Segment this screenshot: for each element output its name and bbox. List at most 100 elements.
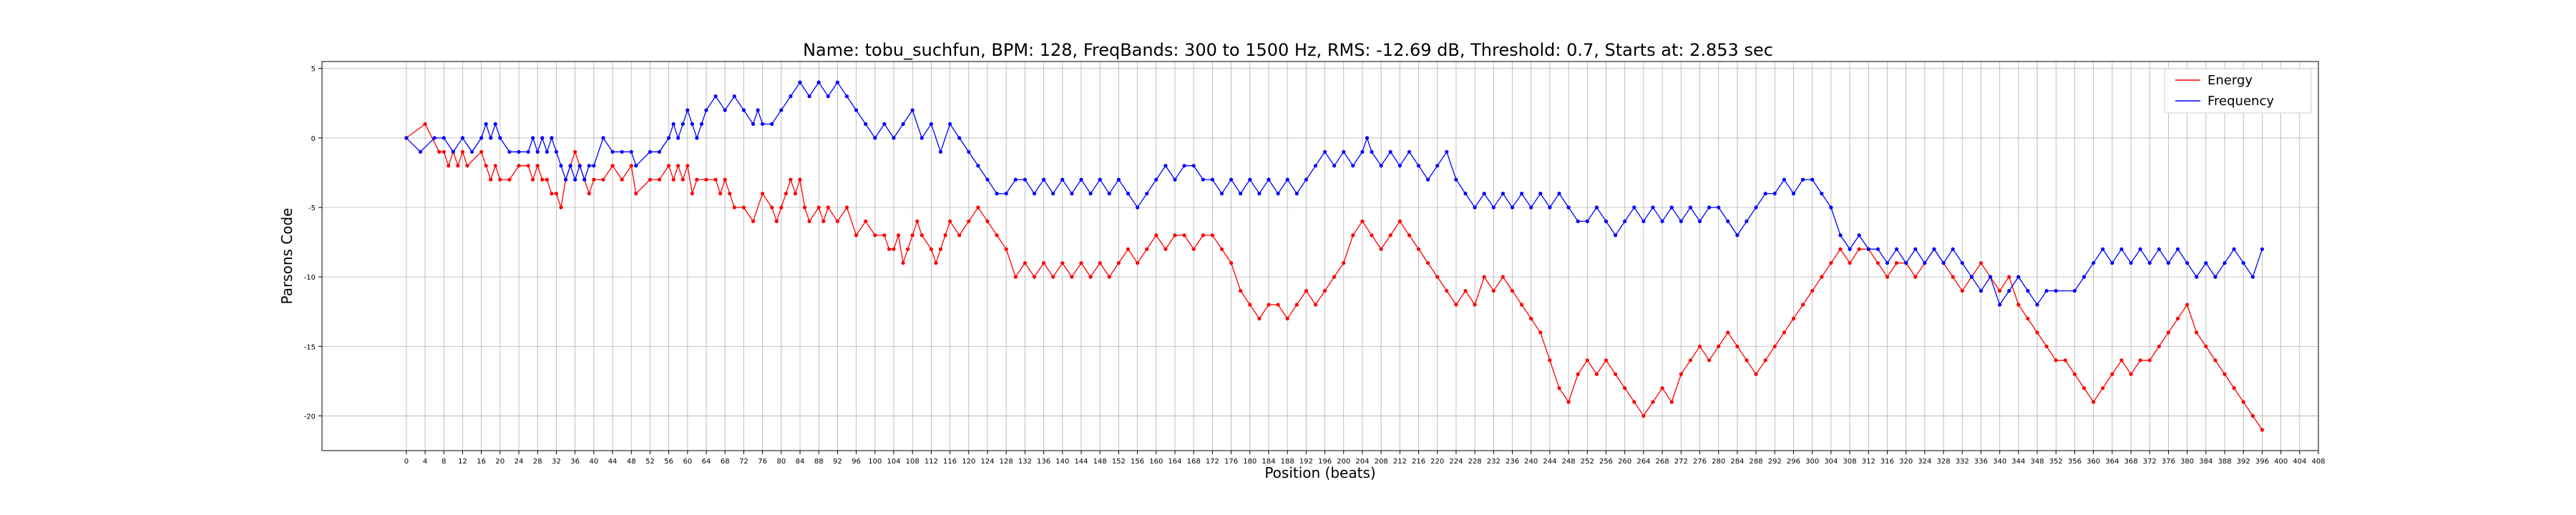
x-tick-label: 384 xyxy=(2199,458,2212,466)
data-point-energy xyxy=(835,219,839,223)
data-point-energy xyxy=(761,192,765,196)
data-point-frequency xyxy=(1707,205,1712,210)
data-point-energy xyxy=(1623,386,1627,391)
data-point-energy xyxy=(798,177,802,182)
x-tick-label: 300 xyxy=(1805,458,1819,466)
data-point-energy xyxy=(437,149,441,154)
data-point-energy xyxy=(1501,275,1505,279)
x-tick-label: 92 xyxy=(833,458,842,466)
data-point-energy xyxy=(1248,303,1252,307)
data-point-energy xyxy=(2213,358,2218,363)
x-tick-label: 312 xyxy=(1862,458,1875,466)
data-point-frequency xyxy=(577,164,582,168)
x-tick-label: 372 xyxy=(2143,458,2157,466)
data-point-frequency xyxy=(1594,205,1599,210)
data-point-frequency xyxy=(2092,261,2096,265)
series-line-frequency xyxy=(406,81,2263,306)
data-point-energy xyxy=(2195,330,2199,335)
data-point-energy xyxy=(1322,289,1327,293)
data-point-frequency xyxy=(882,122,887,126)
data-point-frequency xyxy=(2250,275,2255,279)
data-point-energy xyxy=(676,164,680,168)
data-point-frequency xyxy=(451,149,456,154)
data-point-frequency xyxy=(789,94,793,99)
data-point-energy xyxy=(1136,261,1140,265)
x-tick-label: 388 xyxy=(2218,458,2231,466)
data-point-frequency xyxy=(1426,177,1430,182)
data-point-frequency xyxy=(1932,247,1936,251)
x-tick-label: 32 xyxy=(552,458,561,466)
data-point-frequency xyxy=(770,122,774,126)
data-point-frequency xyxy=(498,136,502,140)
data-point-energy xyxy=(1848,261,1852,265)
x-tick-label: 152 xyxy=(1112,458,1126,466)
data-point-energy xyxy=(1435,275,1440,279)
series-layer xyxy=(404,80,2264,432)
data-point-energy xyxy=(2157,344,2161,348)
data-point-energy xyxy=(943,233,947,237)
data-point-frequency xyxy=(1632,205,1636,210)
data-point-frequency xyxy=(1791,192,1796,196)
data-point-energy xyxy=(2035,330,2039,335)
data-point-energy xyxy=(2063,358,2067,363)
data-point-frequency xyxy=(2241,261,2245,265)
data-point-frequency xyxy=(1510,205,1515,210)
data-point-frequency xyxy=(704,108,708,112)
data-point-frequency xyxy=(1267,177,1271,182)
data-point-frequency xyxy=(1491,205,1496,210)
data-point-energy xyxy=(723,177,727,182)
x-tick-label: 88 xyxy=(814,458,824,466)
chart-title: Name: tobu_suchfun, BPM: 128, FreqBands:… xyxy=(803,40,1773,60)
x-tick-label: 304 xyxy=(1824,458,1838,466)
data-point-frequency xyxy=(1585,219,1589,223)
data-point-frequency xyxy=(1735,233,1740,237)
data-point-frequency xyxy=(1304,177,1308,182)
data-point-energy xyxy=(1875,261,1880,265)
data-point-energy xyxy=(1416,247,1421,251)
x-tick-label: 276 xyxy=(1693,458,1707,466)
data-point-energy xyxy=(1697,344,1702,348)
data-point-energy xyxy=(1538,330,1543,335)
data-point-frequency xyxy=(699,122,704,126)
x-tick-label: 376 xyxy=(2162,458,2175,466)
x-tick-label: 184 xyxy=(1262,458,1275,466)
x-tick-label: 264 xyxy=(1636,458,1650,466)
data-point-frequency xyxy=(2195,275,2199,279)
x-tick-label: 392 xyxy=(2237,458,2250,466)
legend-label-energy: Energy xyxy=(2207,73,2253,88)
data-point-energy xyxy=(493,164,497,168)
data-point-frequency xyxy=(1726,219,1730,223)
x-tick-label: 360 xyxy=(2087,458,2100,466)
data-point-frequency xyxy=(1895,247,1899,251)
data-point-frequency xyxy=(610,149,615,154)
x-tick-label: 268 xyxy=(1656,458,1669,466)
data-point-energy xyxy=(2082,386,2087,391)
x-tick-label: 112 xyxy=(924,458,938,466)
data-point-frequency xyxy=(741,108,746,112)
data-point-energy xyxy=(1669,400,1674,404)
data-point-energy xyxy=(732,205,736,210)
data-point-energy xyxy=(793,192,798,196)
data-point-frequency xyxy=(919,136,924,140)
data-point-energy xyxy=(718,192,723,196)
data-point-energy xyxy=(1426,261,1430,265)
data-point-energy xyxy=(2250,413,2255,418)
x-tick-label: 288 xyxy=(1750,458,1763,466)
data-point-frequency xyxy=(1763,192,1767,196)
data-point-energy xyxy=(1313,303,1318,307)
data-point-energy xyxy=(2101,386,2105,391)
data-point-frequency xyxy=(2026,289,2030,293)
data-point-frequency xyxy=(2007,289,2011,293)
data-point-energy xyxy=(507,177,512,182)
data-point-energy xyxy=(779,205,784,210)
data-point-frequency xyxy=(1322,149,1327,154)
data-point-energy xyxy=(1173,233,1177,237)
data-point-frequency xyxy=(1060,177,1065,182)
data-point-energy xyxy=(1679,372,1683,376)
data-point-energy xyxy=(1717,344,1721,348)
x-tick-label: 404 xyxy=(2293,458,2306,466)
data-point-frequency xyxy=(1614,233,1618,237)
data-point-energy xyxy=(1520,303,1524,307)
data-point-energy xyxy=(465,164,469,168)
data-point-energy xyxy=(1370,233,1374,237)
